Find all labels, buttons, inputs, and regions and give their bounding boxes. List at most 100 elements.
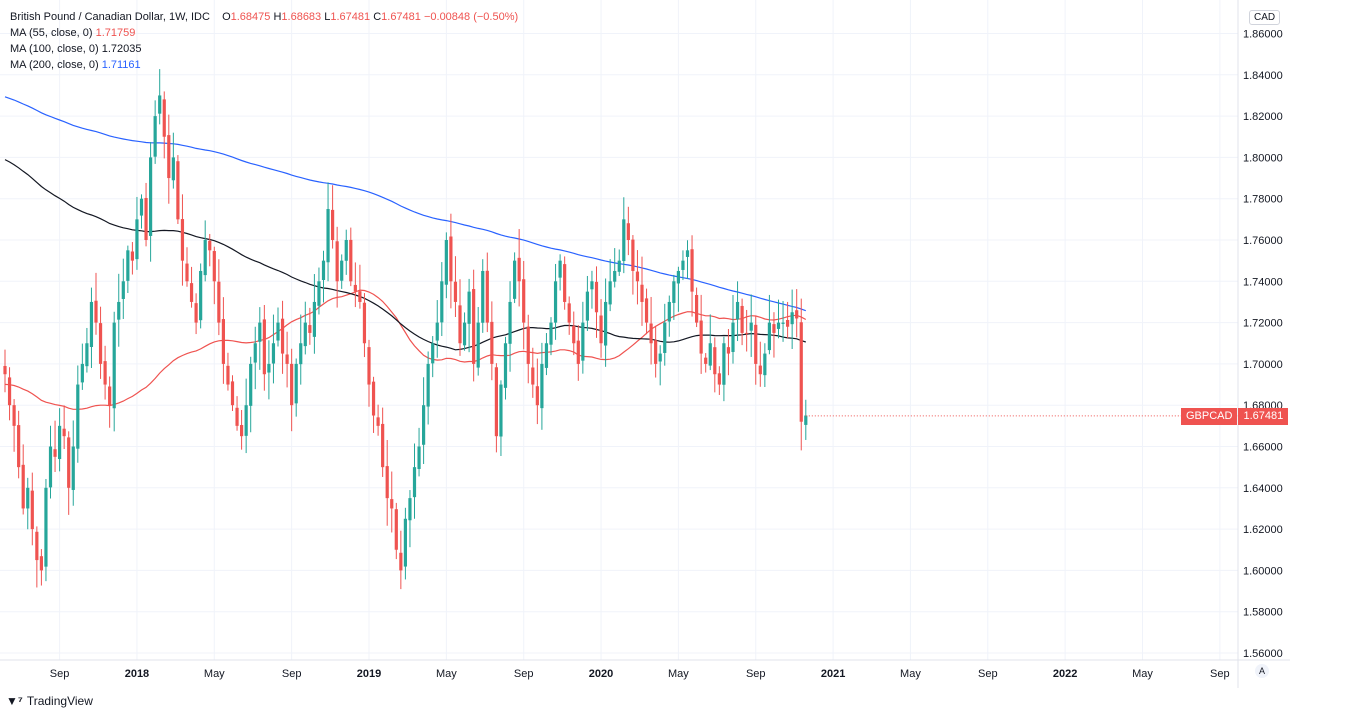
indicator-ma200[interactable]: MA (200, close, 0) 1.71161	[10, 57, 518, 73]
candle-body	[708, 343, 712, 366]
candle-body	[572, 325, 576, 344]
candle-body	[149, 157, 153, 236]
candle-body	[108, 386, 112, 406]
candle-body	[513, 260, 517, 299]
candle-body	[508, 301, 512, 344]
candle-body	[153, 116, 157, 157]
candle-body	[217, 281, 221, 323]
candle-body	[312, 301, 316, 337]
symbol-title[interactable]: British Pound / Canadian Dollar, 1W, IDC	[10, 11, 210, 23]
candle-body	[549, 322, 553, 345]
candle-body	[799, 322, 803, 422]
candle-body	[335, 241, 339, 282]
high-label: H	[273, 11, 282, 23]
auto-scale-button[interactable]: A	[1255, 664, 1269, 678]
y-tick-label: 1.76000	[1243, 235, 1283, 247]
candle-body	[717, 373, 721, 385]
candle-body	[394, 509, 398, 550]
candle-body	[722, 343, 726, 385]
tradingview-logo[interactable]: ▼⁷ TradingView	[6, 694, 93, 708]
candle-body	[754, 324, 758, 364]
x-tick-label: May	[668, 668, 689, 680]
candle-body	[71, 446, 75, 490]
x-tick-label: May	[900, 668, 921, 680]
candle-body	[558, 260, 562, 278]
candle-body	[767, 322, 771, 351]
candle-body	[626, 223, 630, 240]
candle-body	[444, 240, 448, 285]
candle-body	[667, 301, 671, 322]
candle-body	[440, 281, 444, 323]
candle-body	[462, 322, 467, 346]
current-symbol: GBPCAD	[1181, 408, 1238, 425]
indicator-ma55[interactable]: MA (55, close, 0) 1.71759	[10, 25, 518, 41]
candle-body	[185, 263, 189, 282]
candle-body	[426, 363, 430, 407]
indicator-label: MA (200, close, 0)	[10, 59, 99, 71]
open-label: O	[222, 11, 231, 23]
ma-line	[4, 96, 807, 312]
candle-body	[644, 298, 649, 323]
x-tick-label: 2021	[821, 668, 845, 680]
candle-body	[758, 365, 762, 375]
candle-body	[685, 250, 690, 257]
candle-body	[795, 310, 799, 319]
candle-body	[613, 270, 617, 282]
candle-body	[731, 322, 735, 352]
open-value: 1.68475	[230, 11, 271, 23]
candle-body	[199, 270, 203, 321]
candle-body	[531, 367, 535, 385]
y-tick-label: 1.58000	[1243, 607, 1283, 619]
candle-body	[781, 322, 785, 324]
candle-body	[740, 305, 744, 333]
candle-body	[258, 322, 262, 342]
candle-body	[171, 157, 175, 181]
candle-body	[503, 343, 508, 388]
candle-body	[280, 318, 285, 354]
candle-body	[385, 466, 389, 499]
chart-grid	[0, 0, 1238, 660]
candle-body	[189, 283, 194, 302]
x-tick-label: Sep	[746, 668, 766, 680]
candle-body	[735, 301, 740, 320]
price-axis[interactable]: 1.56000 1.58000 1.60000 1.62000 1.64000 1.660…	[1243, 29, 1283, 661]
chart-legend: British Pound / Canadian Dollar, 1W, IDC…	[10, 9, 518, 73]
candle-body	[776, 322, 781, 329]
close-label: C	[373, 11, 382, 23]
candle-body	[654, 340, 658, 364]
symbol-header: British Pound / Canadian Dollar, 1W, IDC…	[10, 9, 518, 25]
candle-body	[540, 363, 544, 409]
candle-body	[804, 415, 808, 425]
candle-body	[517, 257, 521, 282]
candle-body	[585, 291, 589, 321]
candle-body	[349, 239, 353, 282]
y-tick-label: 1.84000	[1243, 70, 1283, 82]
candle-body	[80, 363, 84, 383]
candle-body	[144, 197, 148, 240]
candle-body	[39, 556, 43, 571]
brand-name: TradingView	[26, 694, 93, 708]
y-tick-label: 1.60000	[1243, 565, 1283, 577]
candle-body	[299, 343, 303, 365]
candle-body	[472, 289, 476, 364]
currency-tag[interactable]: CAD	[1249, 10, 1281, 25]
time-axis[interactable]: Sep 2018 May Sep 2019 May Sep 2020 May Sep 2021 May…	[50, 668, 1230, 680]
candle-body	[449, 236, 453, 282]
candle-body	[726, 347, 731, 354]
candle-body	[390, 499, 394, 509]
candle-body	[362, 302, 367, 344]
candle-body	[340, 260, 344, 281]
x-tick-label: Sep	[978, 668, 998, 680]
candle-body	[112, 322, 116, 409]
candle-body	[635, 271, 640, 282]
candle-body	[467, 291, 471, 324]
candle-body	[499, 384, 503, 437]
candle-body	[276, 322, 280, 341]
candle-body	[431, 343, 435, 364]
x-tick-label: May	[436, 668, 457, 680]
indicator-ma100[interactable]: MA (100, close, 0) 1.72035	[10, 41, 518, 57]
candle-body	[321, 260, 326, 280]
candle-body	[212, 251, 216, 282]
candle-body	[130, 251, 134, 261]
